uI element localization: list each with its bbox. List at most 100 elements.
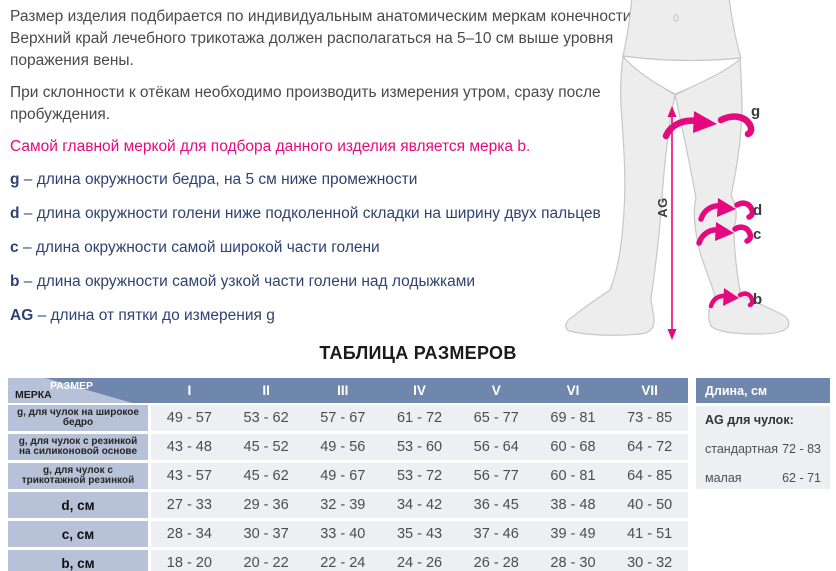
key-measurement-note: Самой главной меркой для подбора данного… [10, 138, 531, 155]
figure-label-g: g [751, 103, 761, 120]
figure-label-c: c [753, 226, 762, 243]
size-cell: 73 - 85 [627, 410, 673, 426]
definition-g: g – длина окружности бедра, на 5 см ниже… [10, 169, 638, 191]
size-cell: 56 - 77 [473, 468, 519, 484]
size-cell: 38 - 48 [550, 497, 596, 513]
definition-c-term: c [10, 239, 19, 256]
size-cell: 65 - 77 [473, 410, 519, 426]
size-cell: 45 - 62 [243, 468, 289, 484]
size-table-body: g, для чулок на широкое бедро 49 - 57 53… [8, 405, 688, 571]
definition-c-text: – длина окружности самой широкой части г… [22, 239, 380, 256]
circumference-arrow-d-icon [698, 198, 756, 222]
size-column-headers: I II III IV V VI VII [151, 378, 688, 403]
size-cell: 45 - 52 [243, 439, 289, 455]
size-cell: 36 - 45 [473, 497, 519, 513]
size-cell: 49 - 67 [320, 468, 366, 484]
row-label: g, для чулок с трикотажной резинкой [8, 463, 148, 489]
row-values: 43 - 48 45 - 52 49 - 56 53 - 60 56 - 64 … [151, 434, 688, 460]
definition-c: c – длина окружности самой широкой части… [10, 237, 638, 259]
circumference-arrow-b-icon [708, 288, 755, 309]
row-label: g, для чулок на широкое бедро [8, 405, 148, 431]
size-table-header: РАЗМЕР МЕРКА I II III IV V VI VII [8, 378, 688, 403]
length-panel-header: Длина, см [696, 378, 830, 403]
column-header-7: VII [641, 383, 658, 398]
size-cell: 53 - 62 [243, 410, 289, 426]
definition-b-text: – длина окружности самой узкой части гол… [23, 273, 476, 290]
size-cell: 20 - 22 [243, 555, 289, 571]
row-values: 27 - 33 29 - 36 32 - 39 34 - 42 36 - 45 … [151, 492, 688, 518]
size-cell: 30 - 32 [627, 555, 673, 571]
row-label: d, см [8, 492, 148, 518]
size-table-title: ТАБЛИЦА РАЗМЕРОВ [319, 343, 517, 363]
table-row-b: b, см 18 - 20 20 - 22 22 - 24 24 - 26 26… [8, 550, 688, 571]
row-values: 18 - 20 20 - 22 22 - 24 24 - 26 26 - 28 … [151, 550, 688, 571]
length-row-small: малая 62 - 71 [705, 471, 821, 485]
length-row-value: 72 - 83 [782, 442, 821, 456]
corner-label-size: РАЗМЕР [50, 380, 93, 392]
definition-d-term: d [10, 205, 20, 222]
size-cell: 29 - 36 [243, 497, 289, 513]
row-label: c, см [8, 521, 148, 547]
size-cell: 32 - 39 [320, 497, 366, 513]
legs-illustration-svg [565, 0, 790, 340]
size-cell: 39 - 49 [550, 526, 596, 542]
size-cell: 27 - 33 [166, 497, 212, 513]
size-cell: 22 - 24 [320, 555, 366, 571]
definition-ag-text: – длина от пятки до измерения g [37, 307, 275, 324]
circumference-arrow-g-icon [662, 111, 755, 140]
circumference-arrow-c-icon [696, 222, 754, 246]
size-table-corner-cell: РАЗМЕР МЕРКА [8, 378, 151, 403]
size-cell: 35 - 43 [396, 526, 443, 542]
size-cell: 53 - 60 [396, 439, 443, 455]
size-cell: 64 - 85 [627, 468, 673, 484]
size-cell: 26 - 28 [473, 555, 519, 571]
table-row-d: d, см 27 - 33 29 - 36 32 - 39 34 - 42 36… [8, 492, 688, 518]
size-cell: 61 - 72 [396, 410, 443, 426]
definition-ag: AG – длина от пятки до измерения g [10, 305, 638, 327]
size-cell: 53 - 72 [396, 468, 443, 484]
definition-g-term: g [10, 171, 20, 188]
figure-label-ag: AG [654, 197, 670, 218]
size-cell: 18 - 20 [166, 555, 212, 571]
size-cell: 56 - 64 [473, 439, 519, 455]
intro-paragraph-1: Размер изделия подбирается по индивидуал… [10, 8, 636, 69]
size-cell: 43 - 57 [166, 468, 212, 484]
size-cell: 30 - 37 [243, 526, 289, 542]
column-header-6: VI [566, 383, 580, 398]
row-values: 28 - 34 30 - 37 33 - 40 35 - 43 37 - 46 … [151, 521, 688, 547]
column-header-2: II [262, 383, 270, 398]
size-cell: 34 - 42 [396, 497, 443, 513]
legs-illustration: g d c b AG [560, 0, 800, 350]
definition-b: b – длина окружности самой узкой части г… [10, 271, 638, 293]
size-cell: 28 - 30 [550, 555, 596, 571]
size-cell: 28 - 34 [166, 526, 212, 542]
table-row-g-knit: g, для чулок с трикотажной резинкой 43 -… [8, 463, 688, 489]
length-panel-body: AG для чулок: стандартная 72 - 83 малая … [696, 406, 830, 489]
figure-label-d: d [753, 202, 763, 219]
size-cell: 64 - 72 [627, 439, 673, 455]
length-row-label: стандартная [705, 442, 778, 456]
column-header-1: I [187, 383, 192, 398]
definition-g-text: – длина окружности бедра, на 5 см ниже п… [23, 171, 418, 188]
length-panel-subheader: AG для чулок: [705, 413, 794, 427]
navel [673, 14, 679, 22]
corner-label-measure: МЕРКА [15, 389, 52, 401]
column-header-5: V [491, 383, 501, 398]
row-label: g, для чулок с резинкой на силиконовой о… [8, 434, 148, 460]
ag-length-arrow-icon [667, 106, 677, 340]
body-silhouette [565, 0, 790, 336]
size-cell: 33 - 40 [320, 526, 366, 542]
definition-d-text: – длина окружности голени ниже подколенн… [23, 205, 601, 222]
length-row-standard: стандартная 72 - 83 [705, 442, 821, 456]
size-cell: 69 - 81 [550, 410, 596, 426]
row-label: b, см [8, 550, 148, 571]
size-cell: 43 - 48 [166, 439, 212, 455]
intro-paragraph-2: При склонности к отёкам необходимо произ… [10, 84, 601, 123]
table-row-g-silicone: g, для чулок с резинкой на силиконовой о… [8, 434, 688, 460]
size-cell: 60 - 81 [550, 468, 596, 484]
size-cell: 40 - 50 [627, 497, 673, 513]
definition-d: d – длина окружности голени ниже подколе… [10, 203, 638, 225]
size-cell: 57 - 67 [320, 410, 366, 426]
intro-text-block: Размер изделия подбирается по индивидуал… [10, 6, 638, 339]
